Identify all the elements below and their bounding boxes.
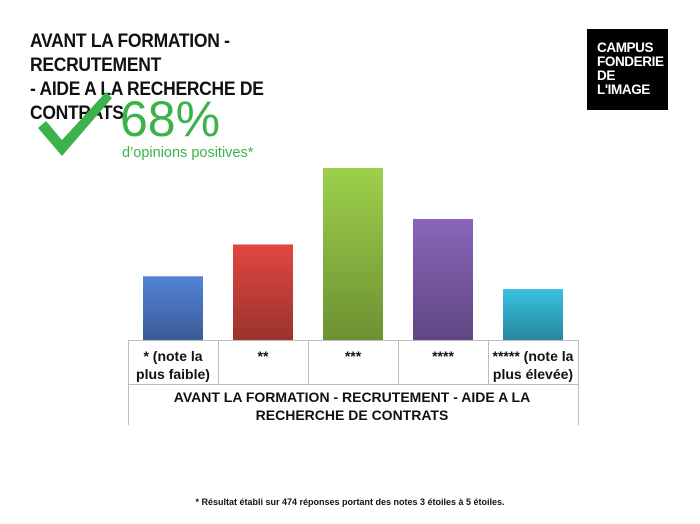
title-line-2: - AIDE A LA RECHERCHE DE CONTRATS: [30, 79, 264, 124]
bar-2: [233, 244, 293, 340]
bar-3: [323, 168, 383, 340]
category-label-4: ****: [432, 348, 454, 364]
check-icon: [38, 92, 112, 156]
positive-caption: d’opinions positives*: [122, 145, 254, 161]
page-title: AVANT LA FORMATION - RECRUTEMENT - AIDE …: [30, 30, 361, 126]
category-label-2: **: [257, 348, 269, 364]
logo-line-1: CAMPUS: [597, 40, 654, 55]
category-label-3: ***: [344, 348, 362, 364]
x-axis-title: AVANT LA FORMATION - RECRUTEMENT - AIDE …: [173, 389, 531, 423]
title-line-1: AVANT LA FORMATION - RECRUTEMENT: [30, 31, 230, 76]
positive-percentage: 68%: [120, 91, 221, 147]
category-label-5: ***** (note la plus élevée): [492, 348, 574, 382]
category-label-1: * (note la plus faible): [136, 348, 210, 382]
bar-1: [143, 276, 203, 340]
logo-line-4: L'IMAGE: [597, 82, 650, 97]
logo-line-2: FONDERIE: [597, 54, 664, 69]
campus-logo: CAMPUS FONDERIE DE L'IMAGE: [587, 29, 668, 110]
bar-4: [413, 218, 473, 340]
footnote: * Résultat établi sur 474 réponses porta…: [195, 497, 505, 507]
bar-5: [503, 289, 563, 340]
logo-line-3: DE: [597, 68, 615, 83]
